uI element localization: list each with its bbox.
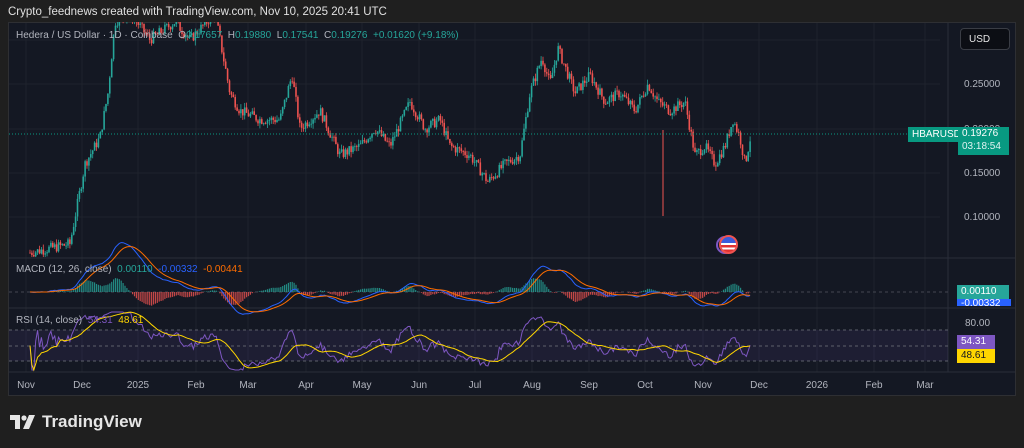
time-tick: Aug [523, 380, 541, 391]
time-tick: Feb [865, 380, 883, 391]
symbol-legend: Hedera / US Dollar · 1D · Coinbase O0.17… [16, 30, 459, 41]
time-tick: 2025 [126, 380, 150, 391]
price-tick: 0.15000 [964, 168, 1001, 179]
currency-button[interactable]: USD [960, 28, 1010, 50]
time-tick: Apr [298, 380, 314, 391]
symbol-description[interactable]: Hedera / US Dollar · 1D · Coinbase [16, 30, 173, 41]
price-tick: 0.25000 [964, 79, 1001, 90]
price-tick: 0.10000 [964, 212, 1001, 223]
macd-hist-tag: 0.00110 [957, 285, 1009, 299]
open-value: 0.17657 [186, 30, 223, 41]
time-tick: Mar [916, 380, 934, 391]
time-tick: Jun [410, 380, 428, 391]
time-tick: 2026 [805, 380, 829, 391]
tradingview-brand[interactable]: TradingView [10, 412, 142, 432]
macd-label[interactable]: MACD (12, 26, close) [16, 264, 112, 275]
macd-signal-value: -0.00441 [203, 264, 243, 275]
close-value: 0.19276 [331, 30, 368, 41]
rsi-label[interactable]: RSI (14, close) [16, 315, 83, 326]
time-tick: May [352, 380, 372, 391]
tradingview-logo-icon [10, 415, 35, 429]
chart-caption: Crypto_feednews created with TradingView… [8, 6, 387, 18]
rsi-tick: 80.00 [965, 318, 991, 329]
time-tick: Dec [750, 380, 768, 391]
rsi-legend: RSI (14, close) 54.31 48.61 [16, 315, 143, 326]
time-tick: Sep [580, 380, 598, 391]
time-tick: Mar [239, 380, 257, 391]
bar-countdown: 03:18:54 [962, 141, 1001, 152]
time-tick: Feb [187, 380, 205, 391]
rsi-value: 54.31 [87, 315, 113, 326]
low-value: 0.17541 [282, 30, 319, 41]
macd-value: -0.00332 [158, 264, 198, 275]
last-price-tag: 0.19276 03:18:54 [958, 127, 1009, 155]
time-tick: Nov [17, 380, 35, 391]
time-tick: Jul [468, 380, 482, 391]
macd-hist-value: 0.00110 [117, 264, 153, 275]
macd-value-tag: -0.00332 [957, 299, 1011, 306]
change-value: +0.01620 (+9.18%) [372, 30, 459, 41]
last-price: 0.19276 [962, 128, 999, 139]
high-value: 0.19880 [235, 30, 272, 41]
symbol-tag: HBARUSD [908, 127, 965, 142]
brand-name: TradingView [42, 412, 142, 431]
rsi-ma-tag: 48.61 [957, 349, 995, 363]
rsi-tag: 54.31 [957, 335, 995, 349]
time-tick: Nov [694, 380, 712, 391]
time-tick: Dec [73, 380, 91, 391]
us-flag-event-icon[interactable] [719, 235, 738, 254]
macd-legend: MACD (12, 26, close) 0.00110 -0.00332 -0… [16, 264, 243, 275]
time-tick: Oct [637, 380, 653, 391]
rsi-ma-value: 48.61 [118, 315, 144, 326]
